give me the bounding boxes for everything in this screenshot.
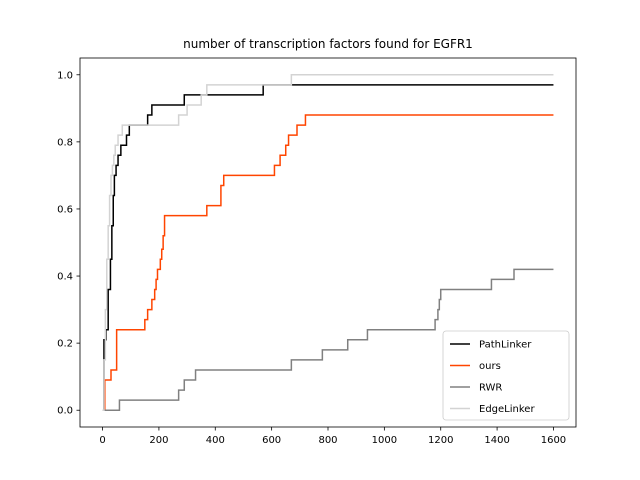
legend: PathLinker ours RWR EdgeLinker bbox=[442, 330, 570, 421]
series-layer bbox=[102, 74, 554, 411]
legend-label-rwr: RWR bbox=[479, 383, 502, 394]
series-line-rwr bbox=[102, 268, 554, 411]
series-line-edgelinker bbox=[102, 74, 554, 411]
series-line-ours bbox=[102, 114, 554, 411]
x-tick-label: 1600 bbox=[541, 435, 566, 446]
x-tick-label: 1200 bbox=[428, 435, 453, 446]
x-tick-label: 600 bbox=[262, 435, 281, 446]
x-tick-label: 400 bbox=[206, 435, 225, 446]
legend-label-ours: ours bbox=[479, 361, 501, 372]
y-tick-label: 0.0 bbox=[57, 406, 73, 417]
x-tick-label: 1400 bbox=[484, 435, 509, 446]
legend-box bbox=[442, 330, 570, 421]
legend-label-edgelinker: EdgeLinker bbox=[479, 404, 535, 415]
y-tick-label: 0.8 bbox=[57, 137, 73, 148]
series-line-pathlinker bbox=[102, 84, 554, 411]
legend-label-pathlinker: PathLinker bbox=[479, 340, 532, 351]
y-axis: 0.0 0.2 0.4 0.6 0.8 1.0 bbox=[57, 70, 80, 417]
y-tick-label: 0.4 bbox=[57, 272, 73, 283]
y-tick-label: 1.0 bbox=[57, 70, 73, 81]
y-tick-label: 0.6 bbox=[57, 204, 73, 215]
x-tick-label: 800 bbox=[318, 435, 337, 446]
chart-title: number of transcription factors found fo… bbox=[183, 37, 473, 51]
y-tick-label: 0.2 bbox=[57, 339, 73, 350]
x-tick-label: 200 bbox=[149, 435, 168, 446]
x-axis: 0 200 400 600 800 1000 1200 1400 1600 bbox=[99, 427, 566, 446]
x-tick-label: 1000 bbox=[372, 435, 397, 446]
x-tick-label: 0 bbox=[99, 435, 105, 446]
